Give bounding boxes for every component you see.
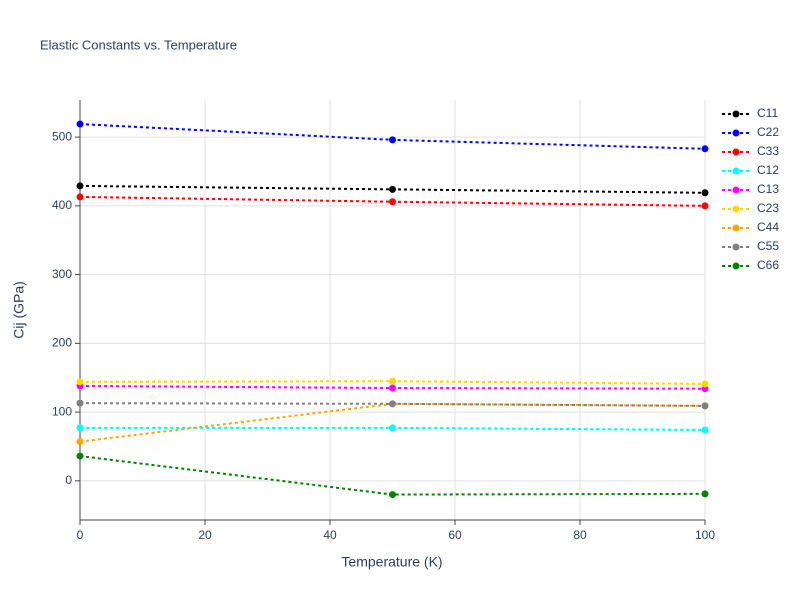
marker xyxy=(76,193,84,201)
marker xyxy=(701,189,709,197)
x-tick-label: 40 xyxy=(323,528,337,542)
y-tick-label: 300 xyxy=(52,267,72,281)
legend-marker xyxy=(732,148,740,156)
series-line xyxy=(79,455,706,496)
legend-label: C33 xyxy=(757,144,779,158)
y-tick-label: 500 xyxy=(52,129,72,143)
x-tick-label: 60 xyxy=(448,528,462,542)
marker xyxy=(76,452,84,460)
marker xyxy=(389,384,396,392)
chart-title: Elastic Constants vs. Temperature xyxy=(40,37,237,52)
legend-label: C23 xyxy=(757,201,779,215)
y-tick-label: 400 xyxy=(52,198,72,212)
legend-marker xyxy=(732,186,740,194)
marker xyxy=(76,424,84,432)
x-tick-label: 20 xyxy=(198,528,212,542)
marker xyxy=(389,198,396,206)
legend-label: C22 xyxy=(757,125,779,139)
marker xyxy=(701,490,709,498)
marker xyxy=(701,426,709,434)
legend-marker xyxy=(732,129,740,137)
marker xyxy=(76,378,84,386)
marker xyxy=(389,377,396,385)
y-tick-label: 200 xyxy=(52,336,72,350)
legend-marker xyxy=(732,243,740,251)
legend-label: C66 xyxy=(757,258,779,272)
series-line xyxy=(79,402,706,443)
marker xyxy=(76,182,84,190)
x-axis-title: Temperature (K) xyxy=(341,554,442,570)
legend-marker xyxy=(732,167,740,175)
marker xyxy=(701,402,709,410)
legend-label: C13 xyxy=(757,182,779,196)
legend-marker xyxy=(732,110,740,118)
x-tick-label: 80 xyxy=(573,528,587,542)
marker xyxy=(389,185,396,193)
legend-label: C44 xyxy=(757,220,779,234)
legend-marker xyxy=(732,205,740,213)
marker xyxy=(76,438,84,446)
legend-marker xyxy=(732,262,740,270)
marker xyxy=(701,145,709,153)
x-tick-label: 0 xyxy=(77,528,84,542)
x-tick-label: 100 xyxy=(695,528,715,542)
marker xyxy=(389,400,396,408)
y-tick-label: 0 xyxy=(65,473,72,487)
marker xyxy=(701,202,709,210)
y-axis-title: Cij (GPa) xyxy=(11,281,27,339)
marker xyxy=(701,385,709,393)
y-tick-label: 100 xyxy=(52,404,72,418)
marker xyxy=(389,424,396,432)
marker xyxy=(389,136,396,144)
marker xyxy=(76,120,84,128)
marker xyxy=(389,491,396,499)
marker xyxy=(76,399,84,407)
legend-label: C55 xyxy=(757,239,779,253)
marker xyxy=(701,380,709,388)
legend-label: C12 xyxy=(757,163,779,177)
legend-marker xyxy=(732,224,740,232)
legend-label: C11 xyxy=(757,106,778,120)
